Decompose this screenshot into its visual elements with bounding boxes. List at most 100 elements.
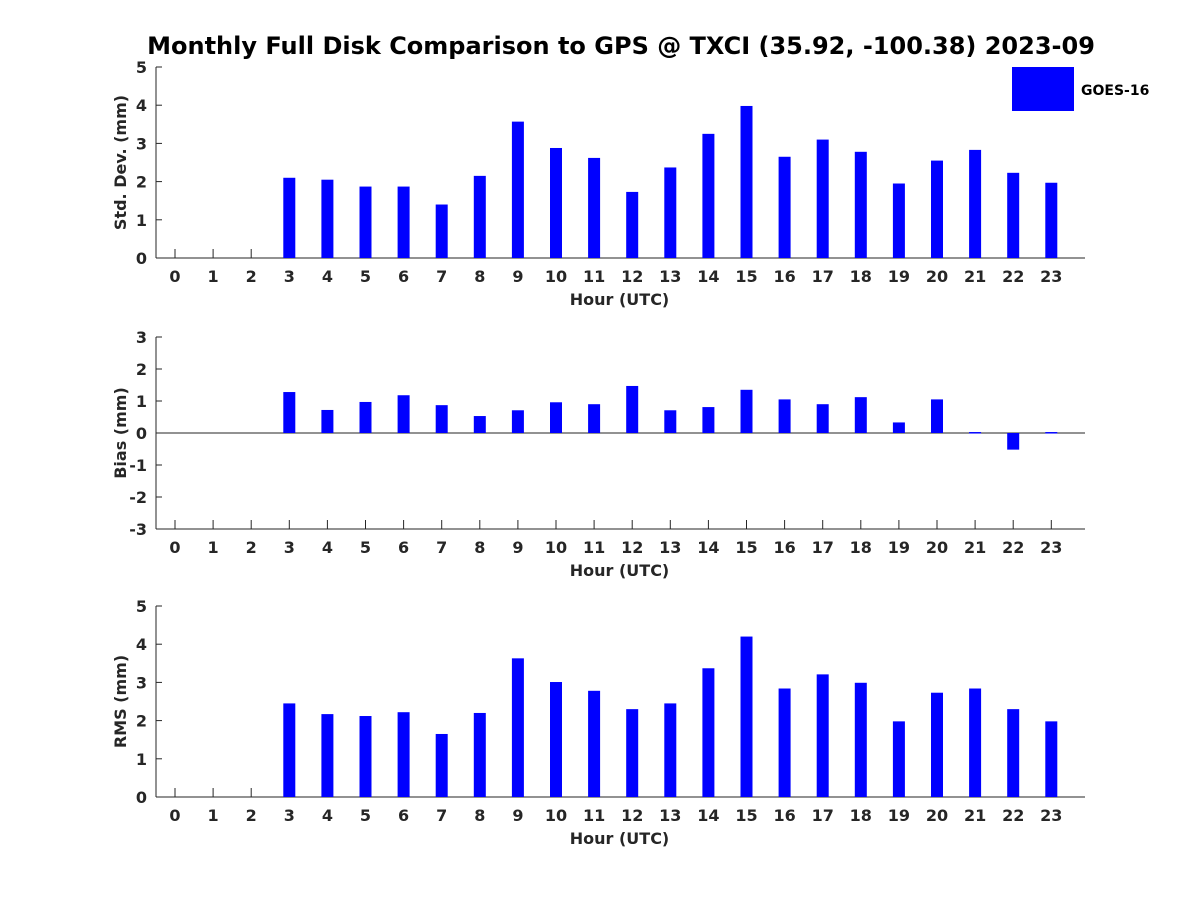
bar-bias-hour-18 xyxy=(854,397,867,433)
x-tick-label: 20 xyxy=(926,806,948,825)
bar-std-hour-16 xyxy=(778,156,791,258)
y-tick-label: 2 xyxy=(136,173,147,192)
x-tick-label: 0 xyxy=(169,267,180,286)
x-tick-label: 20 xyxy=(926,538,948,557)
x-tick-label: 14 xyxy=(697,806,719,825)
bar-rms-hour-17 xyxy=(816,674,829,797)
x-tick-label: 14 xyxy=(697,267,719,286)
bar-std-hour-15 xyxy=(740,105,753,259)
y-axis-label: Bias (mm) xyxy=(111,387,130,479)
bar-rms-hour-6 xyxy=(397,712,410,797)
y-tick-label: 4 xyxy=(136,635,147,654)
x-tick-label: 12 xyxy=(621,267,643,286)
bar-std-hour-6 xyxy=(397,186,410,258)
x-tick-label: 11 xyxy=(583,267,605,286)
bar-rms-hour-20 xyxy=(931,692,943,797)
x-tick-label: 6 xyxy=(398,806,409,825)
bar-std-hour-20 xyxy=(931,160,943,258)
bar-rms-hour-19 xyxy=(892,721,905,797)
x-tick-label: 15 xyxy=(735,538,757,557)
bar-rms-hour-8 xyxy=(473,712,486,797)
x-tick-label: 7 xyxy=(436,538,447,557)
bar-std-hour-21 xyxy=(969,149,982,258)
x-tick-label: 13 xyxy=(659,267,681,286)
y-tick-label: 3 xyxy=(136,328,147,347)
bar-rms-hour-15 xyxy=(740,636,753,797)
bar-rms-hour-9 xyxy=(511,658,524,797)
x-tick-label: 3 xyxy=(284,267,295,286)
bar-rms-hour-22 xyxy=(1007,709,1020,797)
bar-rms-hour-3 xyxy=(283,703,296,797)
x-tick-label: 6 xyxy=(398,267,409,286)
x-tick-label: 23 xyxy=(1040,267,1062,286)
bar-rms-hour-10 xyxy=(550,682,562,797)
bar-rms-hour-12 xyxy=(626,709,639,797)
bar-bias-hour-17 xyxy=(816,404,829,433)
x-axis-label: Hour (UTC) xyxy=(570,561,670,580)
y-tick-label: -3 xyxy=(129,520,147,539)
y-axis-label: Std. Dev. (mm) xyxy=(111,95,130,230)
bar-bias-hour-5 xyxy=(359,401,372,433)
x-tick-label: 11 xyxy=(583,806,605,825)
x-tick-label: 22 xyxy=(1002,806,1024,825)
bar-std-hour-7 xyxy=(435,204,448,258)
x-tick-label: 10 xyxy=(545,267,567,286)
y-tick-label: 5 xyxy=(136,58,147,77)
y-tick-label: 0 xyxy=(136,788,147,807)
x-tick-label: 13 xyxy=(659,806,681,825)
bar-std-hour-4 xyxy=(321,179,334,258)
x-tick-label: 2 xyxy=(246,806,257,825)
x-tick-label: 0 xyxy=(169,806,180,825)
bar-rms-hour-7 xyxy=(435,733,448,797)
bar-bias-hour-15 xyxy=(740,389,753,433)
y-tick-label: 3 xyxy=(136,134,147,153)
x-axis-label: Hour (UTC) xyxy=(570,829,670,848)
legend-label-goes-16: GOES-16 xyxy=(1081,83,1149,99)
bar-std-hour-5 xyxy=(359,186,372,258)
x-tick-label: 17 xyxy=(812,538,834,557)
x-tick-label: 1 xyxy=(208,538,219,557)
x-tick-label: 15 xyxy=(735,806,757,825)
x-tick-label: 12 xyxy=(621,538,643,557)
bar-bias-hour-3 xyxy=(283,392,296,433)
x-tick-label: 2 xyxy=(246,267,257,286)
y-tick-label: -2 xyxy=(129,488,147,507)
x-axis-label: Hour (UTC) xyxy=(570,290,670,309)
bar-bias-hour-23 xyxy=(1045,432,1058,434)
bar-bias-hour-9 xyxy=(511,410,524,433)
y-tick-label: 0 xyxy=(136,249,147,268)
x-tick-label: 19 xyxy=(888,538,910,557)
bar-rms-hour-16 xyxy=(778,688,791,797)
bar-bias-hour-11 xyxy=(588,404,601,433)
bar-bias-hour-16 xyxy=(778,399,791,433)
x-tick-label: 5 xyxy=(360,538,371,557)
x-tick-label: 11 xyxy=(583,538,605,557)
x-tick-label: 23 xyxy=(1040,806,1062,825)
x-tick-label: 22 xyxy=(1002,267,1024,286)
y-tick-label: 3 xyxy=(136,673,147,692)
y-tick-label: 1 xyxy=(136,392,147,411)
x-tick-label: 1 xyxy=(208,806,219,825)
y-tick-label: 0 xyxy=(136,424,147,443)
bar-bias-hour-19 xyxy=(892,422,905,433)
bar-bias-hour-13 xyxy=(664,410,677,433)
y-tick-label: 4 xyxy=(136,96,147,115)
x-tick-label: 17 xyxy=(812,806,834,825)
x-tick-label: 7 xyxy=(436,806,447,825)
x-tick-label: 8 xyxy=(474,267,485,286)
x-tick-label: 23 xyxy=(1040,538,1062,557)
x-tick-label: 10 xyxy=(545,806,567,825)
bar-bias-hour-10 xyxy=(550,402,562,433)
bar-bias-hour-22 xyxy=(1007,433,1020,450)
x-tick-label: 17 xyxy=(812,267,834,286)
x-tick-label: 19 xyxy=(888,267,910,286)
bar-std-hour-22 xyxy=(1007,172,1020,258)
x-tick-label: 16 xyxy=(773,267,795,286)
bar-std-hour-9 xyxy=(511,121,524,258)
x-tick-label: 1 xyxy=(208,267,219,286)
x-tick-label: 8 xyxy=(474,538,485,557)
y-tick-label: 2 xyxy=(136,360,147,379)
x-tick-label: 4 xyxy=(322,267,333,286)
